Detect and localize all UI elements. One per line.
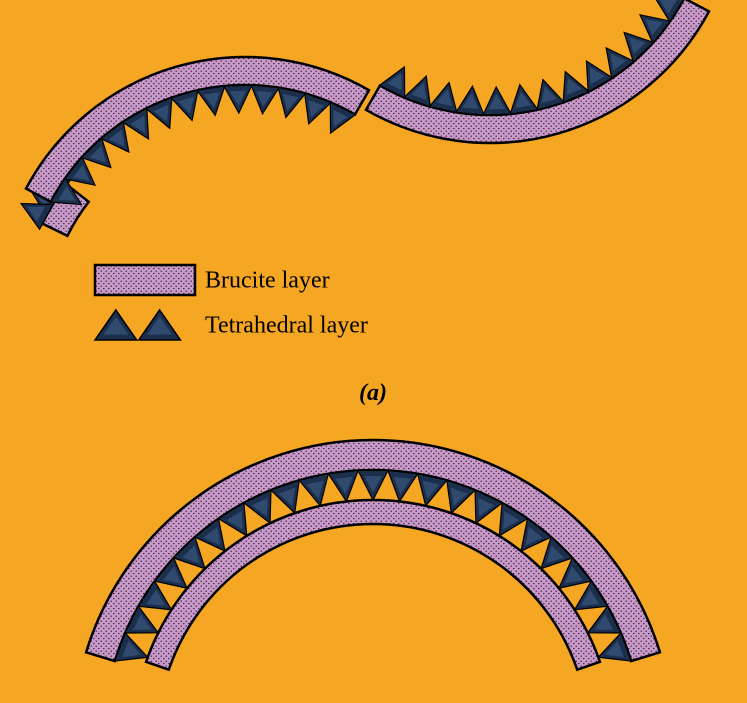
- legend-row-brucite: Brucite layer: [95, 265, 330, 295]
- legend-label-brucite: Brucite layer: [205, 268, 330, 294]
- caption-a: (a): [359, 380, 387, 406]
- legend-swatch-brucite: [95, 265, 195, 295]
- legend-label-tetra: Tetrahedral layer: [205, 313, 368, 339]
